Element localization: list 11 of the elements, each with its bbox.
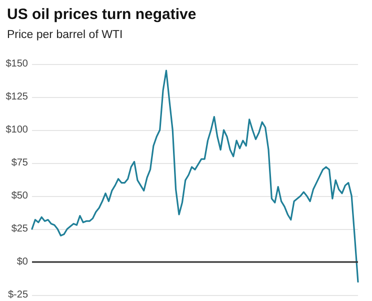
y-tick-label: $25	[11, 224, 28, 234]
chart-title: US oil prices turn negative	[7, 6, 196, 23]
chart-subtitle: Price per barrel of WTI	[7, 29, 123, 41]
y-tick-label: $0	[16, 256, 28, 268]
y-tick-label: $100	[6, 124, 28, 136]
y-tick-label: $75	[11, 158, 28, 168]
y-tick-label: $50	[11, 190, 28, 202]
line-series	[31, 70, 359, 283]
y-tick-label: $-25	[8, 290, 28, 300]
y-tick-label: $125	[6, 92, 28, 102]
y-tick-label: $150	[6, 58, 28, 70]
